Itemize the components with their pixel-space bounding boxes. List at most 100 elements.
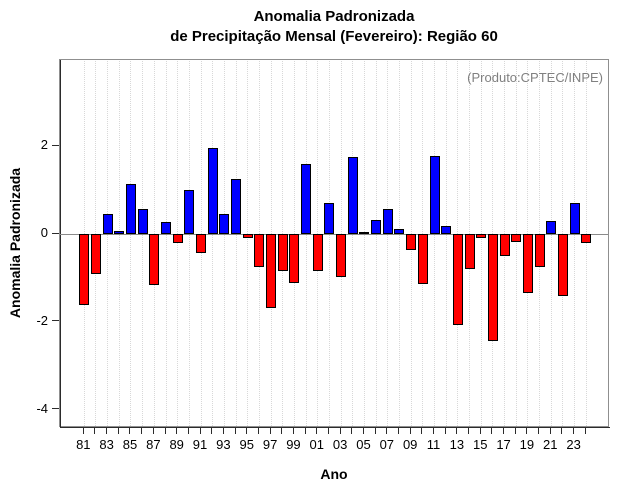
x-tick-2012 bbox=[444, 427, 446, 434]
x-tick-1982 bbox=[94, 427, 96, 434]
gridline-1994 bbox=[235, 61, 237, 426]
bar-1985 bbox=[125, 184, 136, 235]
chart-title: Anomalia Padronizada de Precipitação Men… bbox=[59, 7, 609, 47]
bar-2002 bbox=[324, 202, 335, 235]
gridline-1992 bbox=[212, 61, 214, 426]
bar-2018 bbox=[511, 234, 522, 242]
bar-2006 bbox=[371, 219, 382, 235]
x-tick-1996 bbox=[257, 427, 259, 434]
x-tick-label-95: 95 bbox=[239, 437, 254, 452]
x-tick-1990 bbox=[187, 427, 189, 434]
gridline-2002 bbox=[328, 61, 330, 426]
x-tick-label-87: 87 bbox=[146, 437, 161, 452]
x-axis-line bbox=[60, 427, 610, 428]
bar-1989 bbox=[172, 234, 183, 244]
x-tick-2020 bbox=[538, 427, 540, 434]
bar-2010 bbox=[417, 234, 428, 285]
y-tick-2 bbox=[52, 144, 59, 146]
bar-1988 bbox=[161, 222, 172, 235]
x-tick-1981 bbox=[82, 427, 84, 434]
x-tick-2005 bbox=[362, 427, 364, 434]
bar-2000 bbox=[301, 163, 312, 235]
bar-2005 bbox=[359, 231, 370, 235]
x-tick-1994 bbox=[234, 427, 236, 434]
gridline-2024 bbox=[585, 61, 587, 426]
chart-title-line1: Anomalia Padronizada bbox=[253, 8, 415, 25]
bar-2012 bbox=[441, 226, 452, 235]
gridline-2021 bbox=[550, 61, 552, 426]
x-tick-1992 bbox=[211, 427, 213, 434]
gridline-2008 bbox=[398, 61, 400, 426]
bar-1987 bbox=[149, 234, 160, 285]
zero-line bbox=[60, 233, 608, 235]
x-tick-label-07: 07 bbox=[379, 437, 395, 452]
x-tick-1993 bbox=[222, 427, 224, 434]
bar-1992 bbox=[207, 147, 218, 235]
bar-1995 bbox=[242, 234, 253, 238]
y-tick-label-2: 2 bbox=[40, 137, 48, 153]
bar-2009 bbox=[406, 234, 417, 250]
bar-2013 bbox=[452, 234, 463, 326]
x-tick-2024 bbox=[584, 427, 586, 434]
gridline-1993 bbox=[223, 61, 225, 426]
bar-1982 bbox=[90, 234, 101, 275]
x-tick-1987 bbox=[152, 427, 154, 434]
x-tick-1997 bbox=[269, 427, 271, 434]
x-tick-1999 bbox=[292, 427, 294, 434]
bar-2015 bbox=[476, 234, 487, 238]
bar-1991 bbox=[196, 234, 207, 253]
x-tick-2017 bbox=[503, 427, 505, 434]
bar-2011 bbox=[429, 155, 440, 235]
x-tick-2009 bbox=[409, 427, 411, 434]
x-tick-label-17: 17 bbox=[496, 437, 511, 452]
bar-1993 bbox=[219, 213, 230, 235]
y-tick-label--4: -4 bbox=[36, 400, 48, 416]
bar-2003 bbox=[336, 234, 347, 277]
plot-area bbox=[59, 59, 610, 428]
gridline-1984 bbox=[118, 61, 120, 426]
x-tick-label-93: 93 bbox=[216, 437, 231, 452]
x-tick-2000 bbox=[304, 427, 306, 434]
gridline-1983 bbox=[107, 61, 109, 426]
gridline-2012 bbox=[445, 61, 447, 426]
bar-2019 bbox=[522, 234, 533, 294]
x-tick-2011 bbox=[433, 427, 435, 434]
y-tick-label--2: -2 bbox=[36, 312, 48, 328]
gridline-1988 bbox=[165, 61, 167, 426]
x-tick-label-23: 23 bbox=[566, 437, 581, 452]
x-tick-1986 bbox=[141, 427, 143, 434]
gridline-2004 bbox=[352, 61, 354, 426]
x-tick-2007 bbox=[386, 427, 388, 434]
gridline-1986 bbox=[142, 61, 144, 426]
gridline-2018 bbox=[515, 61, 517, 426]
bar-1994 bbox=[231, 178, 242, 235]
gridline-1995 bbox=[247, 61, 249, 426]
x-tick-2003 bbox=[339, 427, 341, 434]
gridline-2011 bbox=[434, 61, 436, 426]
bar-1990 bbox=[184, 190, 195, 235]
x-tick-1998 bbox=[281, 427, 283, 434]
x-tick-label-97: 97 bbox=[262, 437, 278, 452]
y-tick-0 bbox=[52, 232, 59, 234]
x-tick-label-05: 05 bbox=[356, 437, 371, 452]
x-tick-2021 bbox=[549, 427, 551, 434]
bar-2020 bbox=[534, 234, 545, 268]
x-tick-1991 bbox=[199, 427, 201, 434]
bar-2016 bbox=[487, 234, 498, 341]
x-tick-2013 bbox=[456, 427, 458, 434]
gridline-1985 bbox=[130, 61, 132, 426]
y-axis-line bbox=[60, 60, 61, 428]
x-tick-2006 bbox=[374, 427, 376, 434]
x-tick-2015 bbox=[479, 427, 481, 434]
x-tick-1995 bbox=[246, 427, 248, 434]
y-tick--2 bbox=[52, 320, 59, 322]
x-tick-1985 bbox=[129, 427, 131, 434]
y-tick-label-0: 0 bbox=[40, 225, 48, 241]
bar-2023 bbox=[569, 202, 580, 235]
x-tick-1989 bbox=[176, 427, 178, 434]
gridline-2000 bbox=[305, 61, 307, 426]
gridline-2023 bbox=[574, 61, 576, 426]
x-tick-2022 bbox=[561, 427, 563, 434]
gridline-1990 bbox=[188, 61, 190, 426]
source-annotation: (Produto:CPTEC/INPE) bbox=[467, 70, 603, 85]
